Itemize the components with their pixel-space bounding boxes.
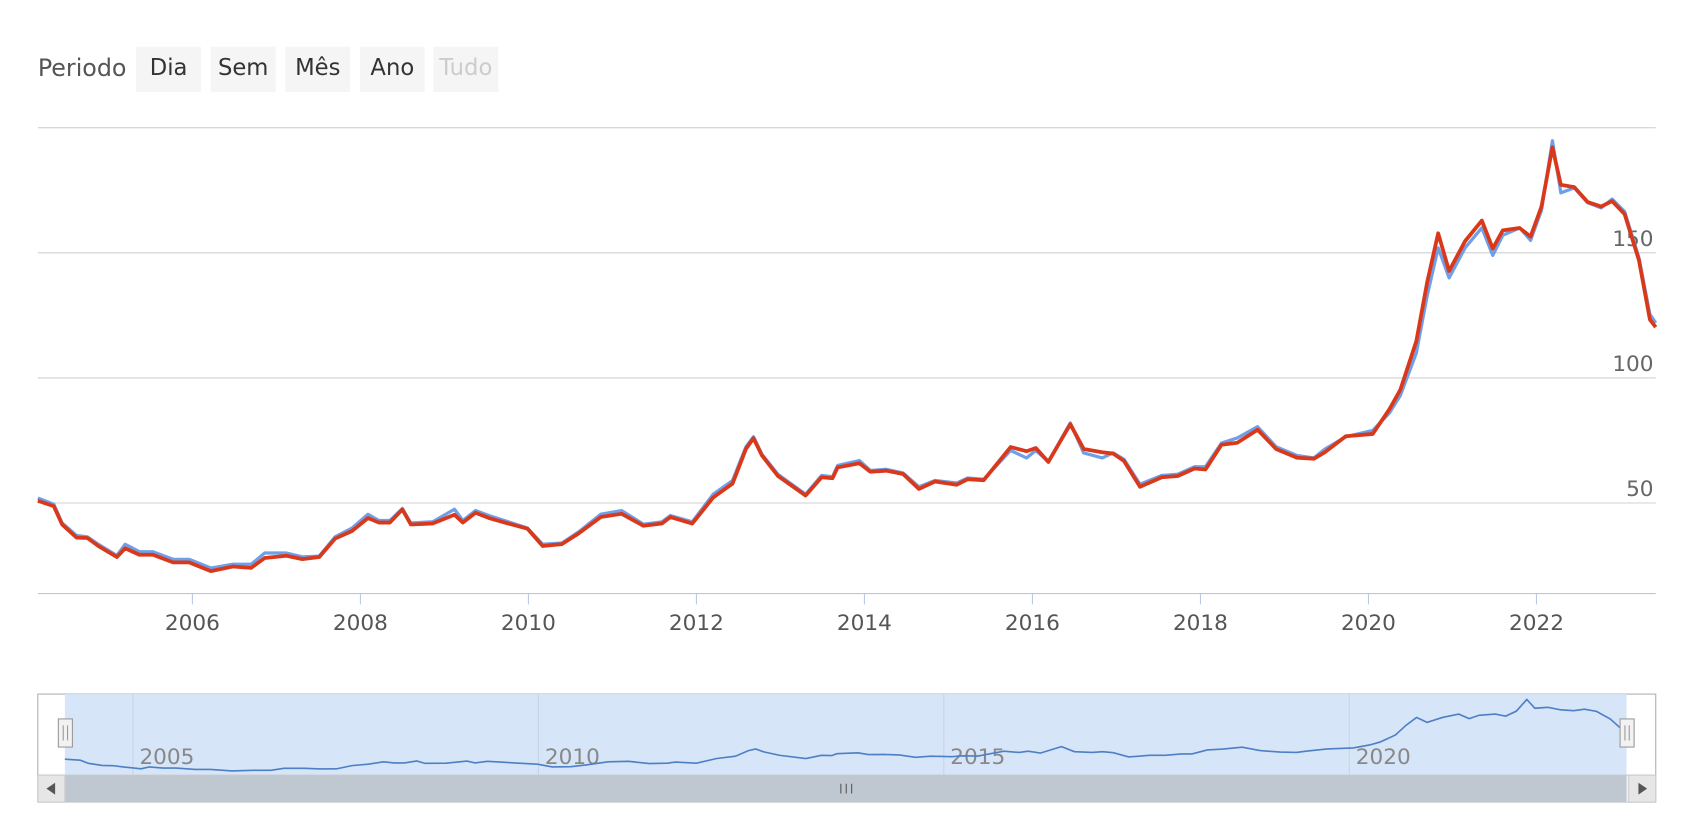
x-tick-label: 2008 [333,611,388,636]
range-button-bg [210,46,276,93]
navigator-tick-label: 2010 [545,745,600,770]
x-tick-label: 2016 [1005,611,1060,636]
scroll-right[interactable] [1628,774,1657,803]
scrollbar-grip [840,783,853,794]
range-button-bg [285,46,351,93]
navigator-line [64,698,1627,772]
range-button-label: Dia [150,55,188,81]
x-tick-label: 2018 [1173,611,1228,636]
range-button: Tudo [433,46,499,93]
range-button[interactable]: Mês [285,46,351,93]
range-button-bg [136,46,202,93]
navigator-selection[interactable] [64,694,1627,776]
navigator-tick-label: 2020 [1356,745,1411,770]
range-button-label: Ano [370,55,414,81]
range-button-bg [359,46,425,93]
series-line [37,145,1658,573]
nav-handle-left[interactable] [57,718,73,748]
navigator-tick-label: 2015 [950,745,1005,770]
range-button-label: Mês [295,55,340,81]
x-tick-label: 2022 [1509,611,1564,636]
range-label: Periodo [38,54,127,82]
x-tick-label: 2010 [501,611,556,636]
range-button[interactable]: Sem [210,46,276,93]
range-button[interactable]: Ano [359,46,425,93]
y-tick-label: 50 [1626,477,1654,502]
x-tick-label: 2014 [837,611,892,636]
x-tick-label: 2006 [165,611,220,636]
range-button[interactable]: Dia [136,46,202,93]
x-tick-label: 2012 [669,611,724,636]
x-tick-label: 2020 [1341,611,1396,636]
range-button-label: Sem [218,55,268,81]
scroll-right-arrow [1638,782,1648,795]
nav-handle-right[interactable] [1619,718,1635,748]
y-tick-label: 100 [1612,352,1653,377]
range-button-bg [433,46,499,93]
range-button-label: Tudo [438,55,492,81]
navigator-tick-label: 2005 [139,745,194,770]
scroll-left[interactable] [37,774,66,803]
navigator: 2005 2010 2015 2020 [64,694,1627,776]
range-buttons: Dia Sem Mês Ano Tudo [136,46,499,93]
scroll-left-arrow [46,782,56,795]
